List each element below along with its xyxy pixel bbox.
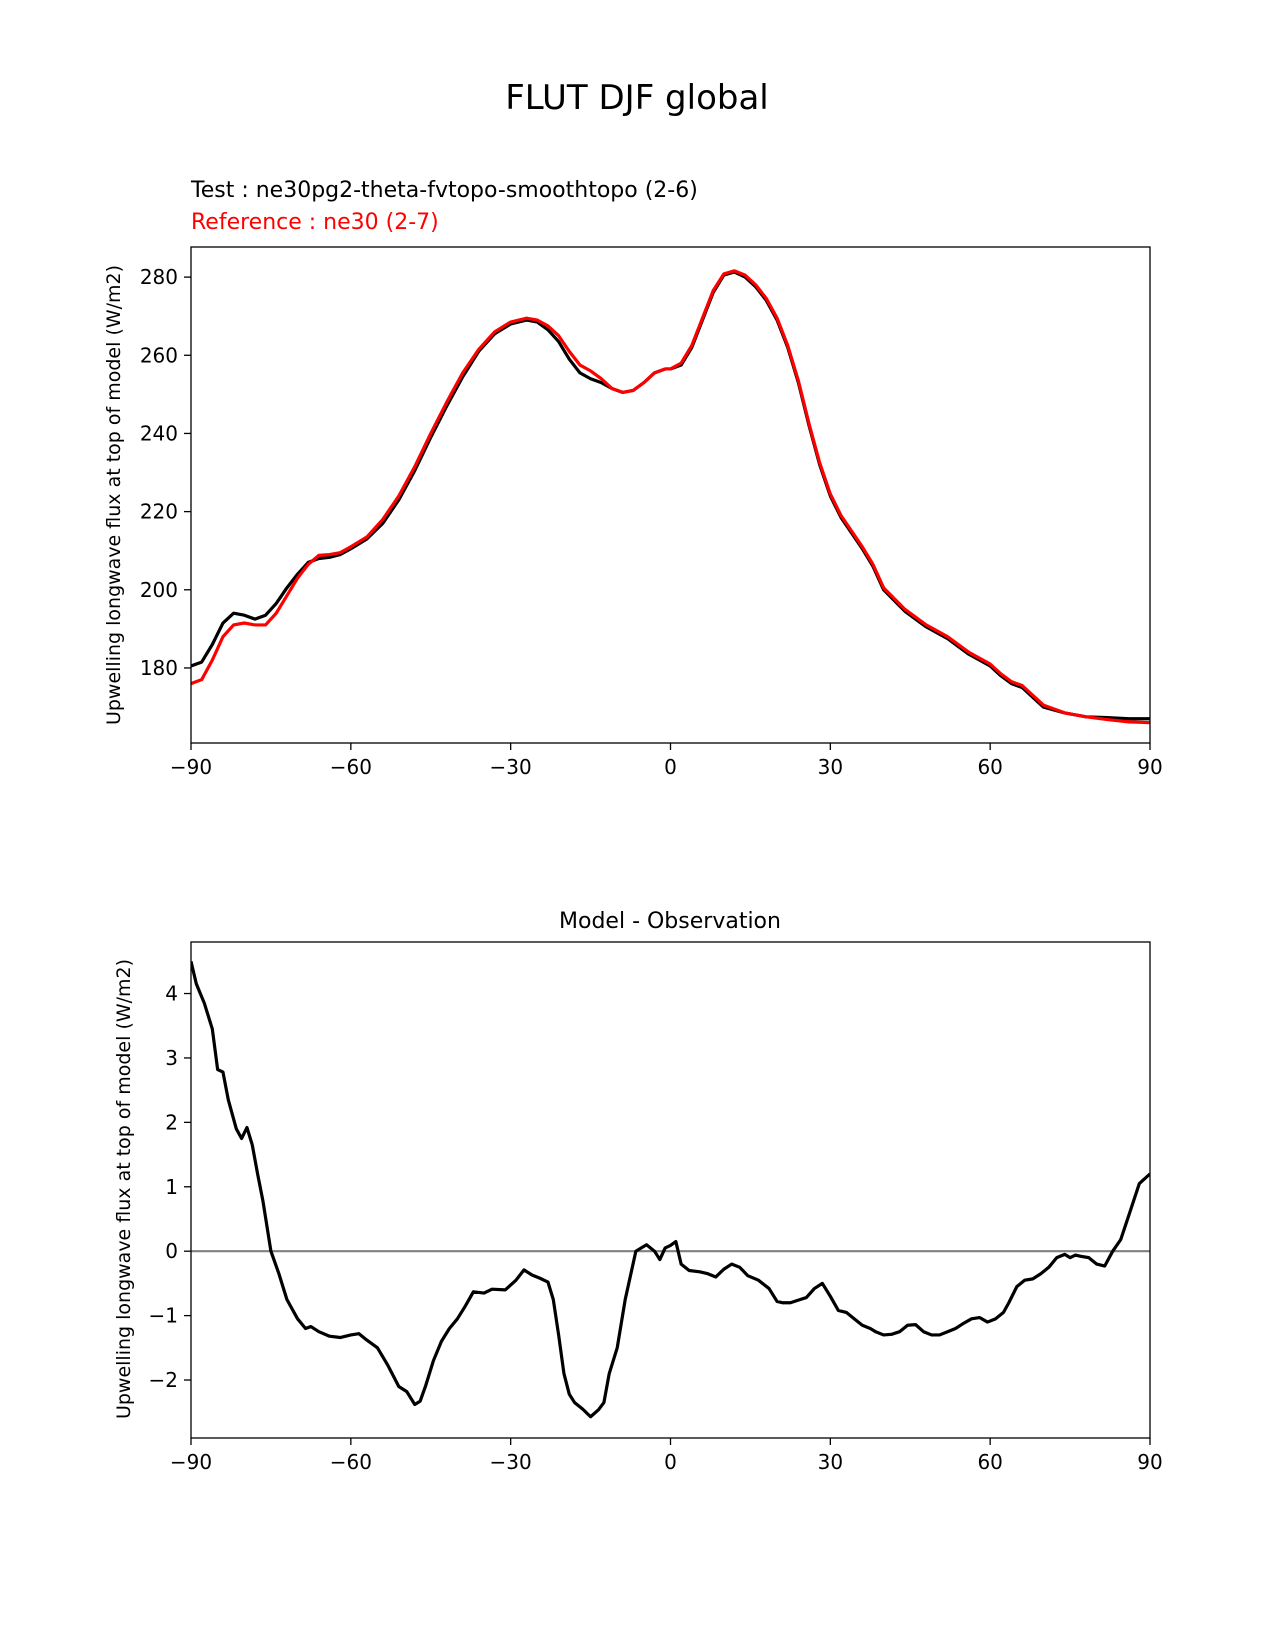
top-x-tick-label: −90 <box>170 755 212 779</box>
bottom-y-tick-label: −2 <box>149 1368 178 1392</box>
top-panel: Test : ne30pg2-theta-fvtopo-smoothtopo (… <box>103 178 1163 779</box>
bottom-y-tick-label: 0 <box>165 1239 178 1263</box>
top-x-tick-label: 30 <box>818 755 843 779</box>
bottom-panel: Model - Observation Upwelling longwave f… <box>113 909 1163 1474</box>
top-y-tick-label: 240 <box>140 421 178 445</box>
figure-title: FLUT DJF global <box>505 78 769 118</box>
bottom-series-group <box>191 960 1150 1419</box>
bottom-x-tick-label: 60 <box>977 1450 1002 1474</box>
top-series-line-0 <box>191 270 1150 721</box>
top-y-tick-label: 280 <box>140 265 178 289</box>
top-plot-frame <box>190 246 1151 744</box>
top-x-tick-label: 90 <box>1137 755 1162 779</box>
bottom-x-tick-label: 0 <box>664 1450 677 1474</box>
top-x-tick-label: −60 <box>330 755 372 779</box>
bottom-y-tick-label: 3 <box>165 1046 178 1070</box>
top-series-group <box>191 269 1150 725</box>
top-y-tick-label: 180 <box>140 656 178 680</box>
bottom-y-tick-label: 2 <box>165 1110 178 1134</box>
top-x-tick-label: −30 <box>490 755 532 779</box>
bottom-ticks-group: −90 −60 −30 0 30 60 90 −2 −1 0 1 2 3 4 <box>149 982 1163 1474</box>
top-x-tick-label: 0 <box>664 755 677 779</box>
bottom-y-tick-label: 4 <box>165 982 178 1006</box>
top-x-tick-label: 60 <box>977 755 1002 779</box>
bottom-y-tick-label: −1 <box>149 1304 178 1328</box>
top-series-line-1 <box>191 269 1150 725</box>
test-label: Test : ne30pg2-theta-fvtopo-smoothtopo (… <box>190 178 698 203</box>
top-y-tick-label: 200 <box>140 578 178 602</box>
top-y-axis-label: Upwelling longwave flux at top of model … <box>103 265 125 725</box>
bottom-x-tick-label: 90 <box>1137 1450 1162 1474</box>
bottom-x-tick-label: −30 <box>490 1450 532 1474</box>
bottom-x-tick-label: −60 <box>330 1450 372 1474</box>
bottom-plot-frame <box>190 941 1151 1439</box>
top-y-tick-label: 220 <box>140 500 178 524</box>
bottom-series-line-0 <box>191 960 1150 1419</box>
bottom-title: Model - Observation <box>559 909 781 934</box>
bottom-x-tick-label: −90 <box>170 1450 212 1474</box>
top-ticks-group: −90 −60 −30 0 30 60 90 180 200 220 240 260 280 <box>140 265 1163 779</box>
bottom-x-tick-label: 30 <box>818 1450 843 1474</box>
reference-label: Reference : ne30 (2-7) <box>191 210 439 235</box>
bottom-y-tick-label: 1 <box>165 1175 178 1199</box>
top-y-tick-label: 260 <box>140 343 178 367</box>
bottom-y-axis-label: Upwelling longwave flux at top of model … <box>113 959 135 1419</box>
